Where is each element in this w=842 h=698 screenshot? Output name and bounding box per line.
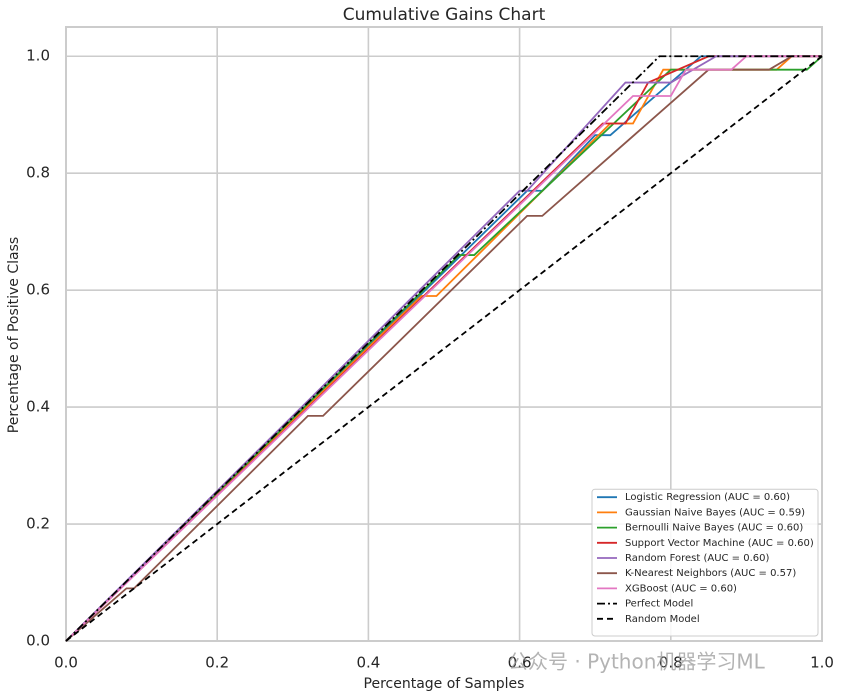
legend-label: K-Nearest Neighbors (AUC = 0.57) [625,568,796,579]
legend-label: Random Forest (AUC = 0.60) [625,553,769,564]
legend-label: Bernoulli Naive Bayes (AUC = 0.60) [625,523,803,534]
x-tick-label: 0.8 [659,654,683,672]
legend-label: Support Vector Machine (AUC = 0.60) [625,538,814,549]
series-line [65,55,822,642]
series-line [65,55,822,642]
y-tick-label: 1.0 [26,47,50,65]
x-tick-label: 0.0 [54,654,78,672]
x-axis-label: Percentage of Samples [364,676,525,692]
legend-label: Random Model [625,614,700,625]
y-tick-label: 0.6 [26,281,50,299]
series-line [65,55,822,642]
legend-box [591,488,819,637]
legend-label: Gaussian Naive Bayes (AUC = 0.59) [625,507,805,518]
x-tick-label: 1.0 [810,654,834,672]
watermark: 公众号 · Python机器学习ML [508,650,766,674]
legend-label: XGBoost (AUC = 0.60) [625,583,737,594]
y-tick-label: 0.4 [26,398,50,416]
chart-title: Cumulative Gains Chart [343,5,546,25]
legend-label: Logistic Regression (AUC = 0.60) [625,492,790,503]
y-tick-label: 0.2 [26,515,50,533]
series-line [65,55,822,642]
x-tick-label: 0.4 [356,654,380,672]
y-tick-label: 0.8 [26,164,50,182]
x-tick-label: 0.2 [205,654,229,672]
y-axis-label: Percentage of Positive Class [6,237,22,433]
plot-frame [65,26,823,642]
y-tick-label: 0.0 [26,632,50,650]
legend-label: Perfect Model [625,599,693,610]
series-line [65,55,822,642]
x-tick-label: 0.6 [508,654,532,672]
